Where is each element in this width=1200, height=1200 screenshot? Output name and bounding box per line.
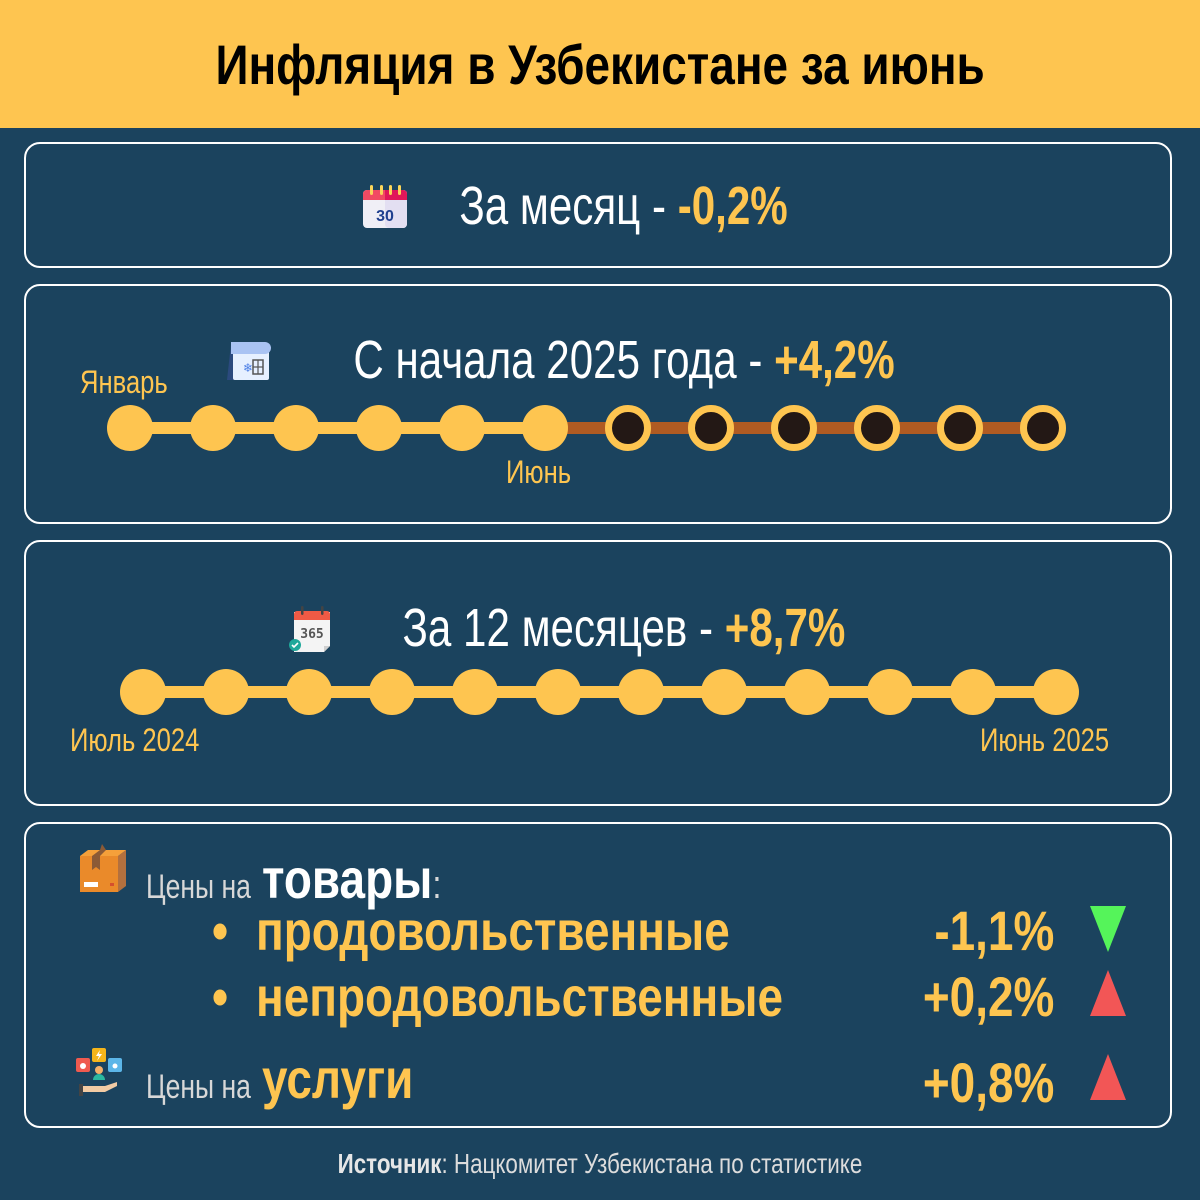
goods-item-nonfood: • непродовольственные — [212, 965, 784, 1028]
month-dot-elapsed — [190, 405, 236, 451]
month-dot — [203, 669, 249, 715]
source-text: Нацкомитет Узбекистана по статистике — [447, 1148, 863, 1179]
month-dot — [120, 669, 166, 715]
svg-text:❄: ❄ — [243, 361, 253, 375]
yearly-label: За 12 месяцев - +8,7% — [402, 598, 846, 658]
page-title: Инфляция в Узбекистане за июнь — [215, 32, 985, 96]
yearly-track — [142, 686, 1056, 698]
month-dot — [535, 669, 581, 715]
ytd-value: +4,2% — [774, 330, 895, 390]
month-dot-elapsed — [522, 405, 568, 451]
source-footer: Источник: Нацкомитет Узбекистана по стат… — [337, 1148, 863, 1179]
month-dot-elapsed — [273, 405, 319, 451]
ytd-card: ❄ С начала 2025 года - +4,2% Январь Июнь — [24, 284, 1172, 524]
calendar-30-icon: 30 — [363, 185, 408, 228]
month-dot-elapsed — [439, 405, 485, 451]
trend-up-icon — [1090, 1054, 1126, 1100]
ytd-current-label: Июнь — [506, 454, 572, 490]
header-banner: Инфляция в Узбекистане за июнь — [0, 0, 1200, 128]
month-dot-future — [854, 405, 900, 451]
month-dot-future — [605, 405, 651, 451]
yearly-end-label: Июнь 2025 — [980, 722, 1110, 758]
monthly-label: За месяц - -0,2% — [459, 176, 789, 236]
source-label: Источник — [337, 1148, 442, 1179]
monthly-value: -0,2% — [678, 176, 789, 236]
svg-text:365: 365 — [300, 627, 323, 642]
goods-item-nonfood-value: +0,2% — [922, 965, 1054, 1028]
services-heading: Цены на услуги — [146, 1047, 414, 1110]
month-dot — [867, 669, 913, 715]
month-dot-future — [771, 405, 817, 451]
month-dot-elapsed — [107, 405, 153, 451]
box-icon — [80, 844, 126, 892]
yearly-card: 365 За 12 месяцев - +8,7% Июль 2024 Июнь… — [24, 540, 1172, 806]
winter-calendar-icon: ❄ — [226, 342, 271, 380]
goods-item-food-value: -1,1% — [934, 899, 1054, 962]
month-dot — [950, 669, 996, 715]
goods-title: товары: — [262, 847, 442, 910]
services-value: +0,8% — [922, 1051, 1054, 1114]
month-dot-future — [1020, 405, 1066, 451]
monthly-card: 30 За месяц - -0,2% — [24, 142, 1172, 268]
month-dot — [452, 669, 498, 715]
month-dot-future — [937, 405, 983, 451]
goods-heading: Цены на товары: — [146, 847, 442, 910]
yearly-value: +8,7% — [724, 598, 846, 658]
services-title: услуги — [262, 1047, 414, 1110]
month-dot-elapsed — [356, 405, 402, 451]
month-dot — [1033, 669, 1079, 715]
trend-down-icon — [1090, 906, 1126, 952]
month-dot — [286, 669, 332, 715]
month-dot — [618, 669, 664, 715]
trend-up-icon — [1090, 970, 1126, 1016]
services-hand-icon — [76, 1048, 122, 1096]
month-dot-future — [688, 405, 734, 451]
month-dot — [701, 669, 747, 715]
yearly-start-label: Июль 2024 — [70, 722, 200, 758]
calendar-365-icon: 365 — [289, 606, 331, 652]
goods-item-food: • продовольственные — [212, 899, 730, 962]
svg-text:30: 30 — [377, 208, 395, 225]
month-dot — [369, 669, 415, 715]
ytd-label: С начала 2025 года - +4,2% — [353, 330, 895, 390]
prices-card: Цены на товары: • продовольственные -1,1%… — [24, 822, 1172, 1128]
month-dot — [784, 669, 830, 715]
ytd-start-label: Январь — [80, 364, 168, 400]
